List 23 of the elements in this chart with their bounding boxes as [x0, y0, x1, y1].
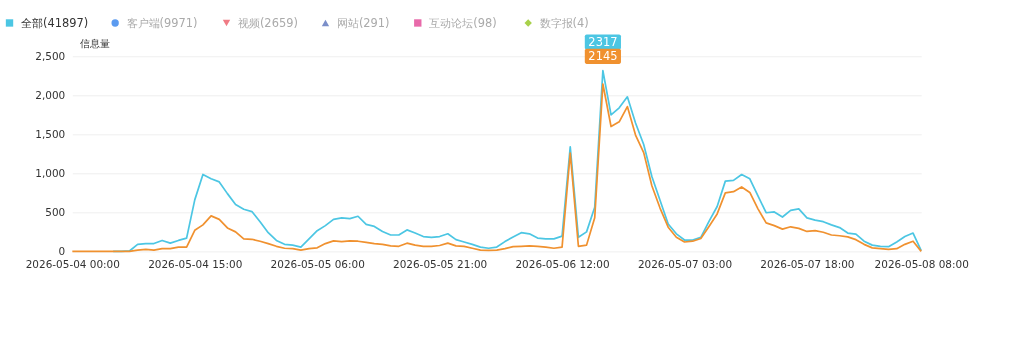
x-tick-label: 2026-05-07 03:00 [637, 258, 733, 271]
legend-label: 全部(41897) [20, 15, 89, 30]
x-tick-label: 2026-05-05 21:00 [393, 258, 488, 271]
y-axis-title: 信息量 [80, 38, 111, 50]
legend-label: 视频(2659) [237, 15, 298, 30]
legend-label: 客户端(9971) [126, 15, 198, 30]
x-tick-label: 2026-05-07 18:00 [760, 258, 855, 271]
y-tick-label: 2,000 [35, 88, 66, 101]
y-tick-label: 1,000 [35, 166, 66, 179]
legend-label: 网站(291) [336, 15, 390, 30]
y-tick-label: 1,500 [35, 127, 66, 140]
x-tick-label: 2026-05-06 12:00 [515, 258, 610, 271]
x-tick-label: 2026-05-08 08:00 [874, 258, 969, 271]
x-tick-label: 2026-05-04 00:00 [25, 258, 120, 271]
y-tick-label: 2,500 [35, 49, 66, 62]
x-tick-label: 2026-05-04 15:00 [148, 258, 243, 271]
legend-label: 数字报(4) [539, 15, 589, 30]
annotation: 2317 [588, 34, 618, 49]
y-tick-label: 0 [58, 244, 66, 257]
x-tick-label: 2026-05-05 06:00 [270, 258, 365, 271]
annotation: 2145 [588, 49, 618, 64]
y-tick-label: 500 [45, 205, 66, 218]
legend-label: 互动论坛(98) [429, 15, 497, 30]
